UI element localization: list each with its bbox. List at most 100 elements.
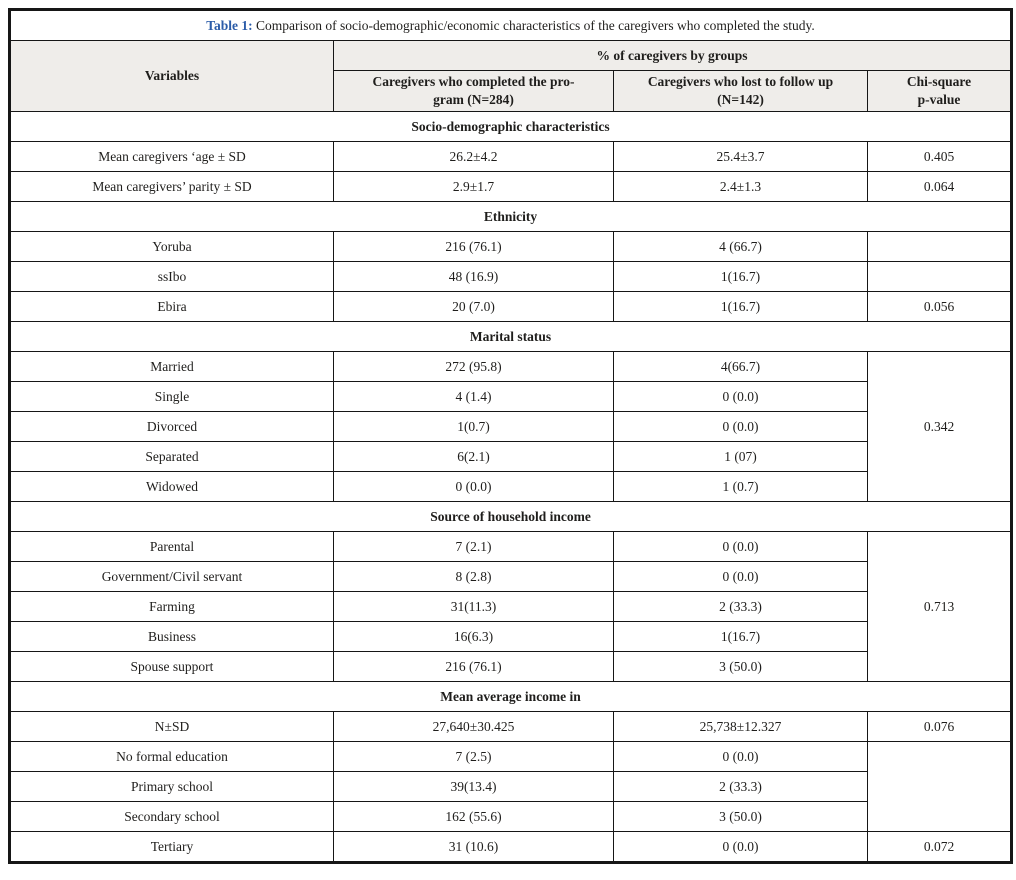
completed-value-cell: 0 (0.0) <box>333 471 614 503</box>
variable-cell: Yoruba <box>9 231 334 263</box>
data-row: Primary school 39(13.4) 2 (33.3) <box>9 771 1012 803</box>
completed-value-cell: 7 (2.5) <box>333 741 614 773</box>
lost-value-cell: 3 (50.0) <box>613 651 868 683</box>
completed-value-cell: 31(11.3) <box>333 591 614 623</box>
lost-value-cell: 4 (66.7) <box>613 231 868 263</box>
lost-value-cell: 1(16.7) <box>613 291 868 323</box>
pvalue-cell <box>866 231 1013 263</box>
lost-value-cell: 1 (07) <box>613 441 868 473</box>
lost-value-cell: 4(66.7) <box>613 351 868 383</box>
completed-value-cell: 1(0.7) <box>333 411 614 443</box>
lost-value-cell: 2 (33.3) <box>613 591 868 623</box>
variable-cell: Mean caregivers’ parity ± SD <box>9 171 334 203</box>
data-row: Single 4 (1.4) 0 (0.0) <box>9 381 1012 413</box>
variable-cell: Tertiary <box>9 831 334 864</box>
section-row: Socio-demographic characteristics <box>8 111 1013 143</box>
variable-cell: Ebira <box>9 291 334 323</box>
data-row: Farming 31(11.3) 2 (33.3) <box>9 591 1012 623</box>
lost-value-cell: 1 (0.7) <box>613 471 868 503</box>
lost-value-cell: 2 (33.3) <box>613 771 868 803</box>
completed-value-cell: 26.2±4.2 <box>333 141 614 173</box>
lost-value-cell: 0 (0.0) <box>613 381 868 413</box>
pvalue-cell: 0.076 <box>866 711 1013 743</box>
completed-value-cell: 272 (95.8) <box>333 351 614 383</box>
variable-cell: Mean caregivers ‘age ± SD <box>9 141 334 173</box>
completed-value-cell: 48 (16.9) <box>333 261 614 293</box>
lost-value-cell: 0 (0.0) <box>613 561 868 593</box>
completed-value-cell: 31 (10.6) <box>333 831 614 864</box>
data-row: Mean caregivers’ parity ± SD 2.9±1.7 2.4±1… <box>9 171 1013 203</box>
pvalue-cell: 0.056 <box>866 291 1013 323</box>
section-row: Source of household income <box>8 501 1013 533</box>
table-caption: Table 1: Comparison of socio-demographic… <box>8 9 1013 41</box>
header-completed-program: Caregivers who completed the pro- gram (… <box>333 69 614 113</box>
pvalue-cell <box>866 741 1013 833</box>
variable-cell: Divorced <box>9 411 334 443</box>
variable-cell: Widowed <box>9 471 334 503</box>
caption-row: Table 1: Comparison of socio-demographic… <box>8 9 1013 41</box>
section-header: Source of household income <box>8 501 1013 533</box>
completed-value-cell: 216 (76.1) <box>333 651 614 683</box>
section-header: Socio-demographic characteristics <box>8 111 1013 143</box>
lost-value-cell: 2.4±1.3 <box>613 171 868 203</box>
data-row: ssIbo 48 (16.9) 1(16.7) <box>9 261 1013 293</box>
data-row: Tertiary 31 (10.6) 0 (0.0) 0.072 <box>9 831 1013 864</box>
variable-cell: Government/Civil servant <box>9 561 334 593</box>
data-row: No formal education 7 (2.5) 0 (0.0) <box>9 741 1013 833</box>
data-row: Widowed 0 (0.0) 1 (0.7) <box>9 471 1012 503</box>
data-row: Ebira 20 (7.0) 1(16.7) 0.056 <box>9 291 1013 323</box>
completed-value-cell: 7 (2.1) <box>333 531 614 563</box>
data-row: Secondary school 162 (55.6) 3 (50.0) <box>9 801 1012 833</box>
header-row-columns: Caregivers who completed the pro- gram (… <box>10 69 1013 113</box>
variable-cell: Parental <box>9 531 334 563</box>
data-row: Separated 6(2.1) 1 (07) <box>9 441 1012 473</box>
variable-cell: Married <box>9 351 334 383</box>
data-row: Spouse support 216 (76.1) 3 (50.0) <box>9 651 1012 683</box>
data-row: Yoruba 216 (76.1) 4 (66.7) <box>9 231 1013 263</box>
completed-value-cell: 6(2.1) <box>333 441 614 473</box>
data-row: Divorced 1(0.7) 0 (0.0) <box>9 411 1012 443</box>
completed-value-cell: 216 (76.1) <box>333 231 614 263</box>
data-row: Business 16(6.3) 1(16.7) <box>9 621 1012 653</box>
variable-cell: Single <box>9 381 334 413</box>
variable-cell: Primary school <box>9 771 334 803</box>
pvalue-cell: 0.072 <box>866 831 1013 864</box>
section-row: Ethnicity <box>8 201 1013 233</box>
header-row-groups: Variables % of caregivers by groups <box>9 39 1013 113</box>
table-number-label: Table 1: <box>206 17 253 33</box>
completed-value-cell: 39(13.4) <box>333 771 614 803</box>
variable-cell: Farming <box>9 591 334 623</box>
variable-cell: Spouse support <box>9 651 334 683</box>
header-variables: Variables <box>9 39 334 113</box>
header-caregiver-groups: % of caregivers by groups <box>332 40 1013 71</box>
data-row: Mean caregivers ‘age ± SD 26.2±4.2 25.4±3.… <box>9 141 1013 173</box>
data-row: Married 272 (95.8) 4(66.7) 0.342 <box>9 351 1013 503</box>
lost-value-cell: 1(16.7) <box>613 621 868 653</box>
lost-value-cell: 25.4±3.7 <box>613 141 868 173</box>
variable-cell: ssIbo <box>9 261 334 293</box>
header-lost-followup: Caregivers who lost to follow up (N=142) <box>613 69 868 113</box>
table-caption-text: Comparison of socio-demographic/economic… <box>252 17 815 33</box>
pvalue-cell: 0.342 <box>866 351 1013 503</box>
lost-value-cell: 0 (0.0) <box>613 411 868 443</box>
lost-value-cell: 1(16.7) <box>613 261 868 293</box>
variable-cell: Business <box>9 621 334 653</box>
variable-cell: N±SD <box>9 711 334 743</box>
variable-cell: Secondary school <box>9 801 334 833</box>
section-header: Ethnicity <box>8 201 1013 233</box>
completed-value-cell: 2.9±1.7 <box>333 171 614 203</box>
variable-cell: No formal education <box>9 741 334 773</box>
data-row: Parental 7 (2.1) 0 (0.0) 0.713 <box>9 531 1013 683</box>
completed-value-cell: 27,640±30.425 <box>333 711 614 743</box>
section-header: Marital status <box>8 321 1013 353</box>
completed-value-cell: 16(6.3) <box>333 621 614 653</box>
section-header: Mean average income in <box>8 681 1013 713</box>
data-row: N±SD 27,640±30.425 25,738±12.327 0.076 <box>9 711 1013 743</box>
lost-value-cell: 0 (0.0) <box>613 741 868 773</box>
pvalue-cell: 0.405 <box>866 141 1013 173</box>
pvalue-cell <box>866 261 1013 293</box>
data-row: Government/Civil servant 8 (2.8) 0 (0.0) <box>9 561 1012 593</box>
section-row: Mean average income in <box>8 681 1013 713</box>
pvalue-cell: 0.064 <box>866 171 1013 203</box>
